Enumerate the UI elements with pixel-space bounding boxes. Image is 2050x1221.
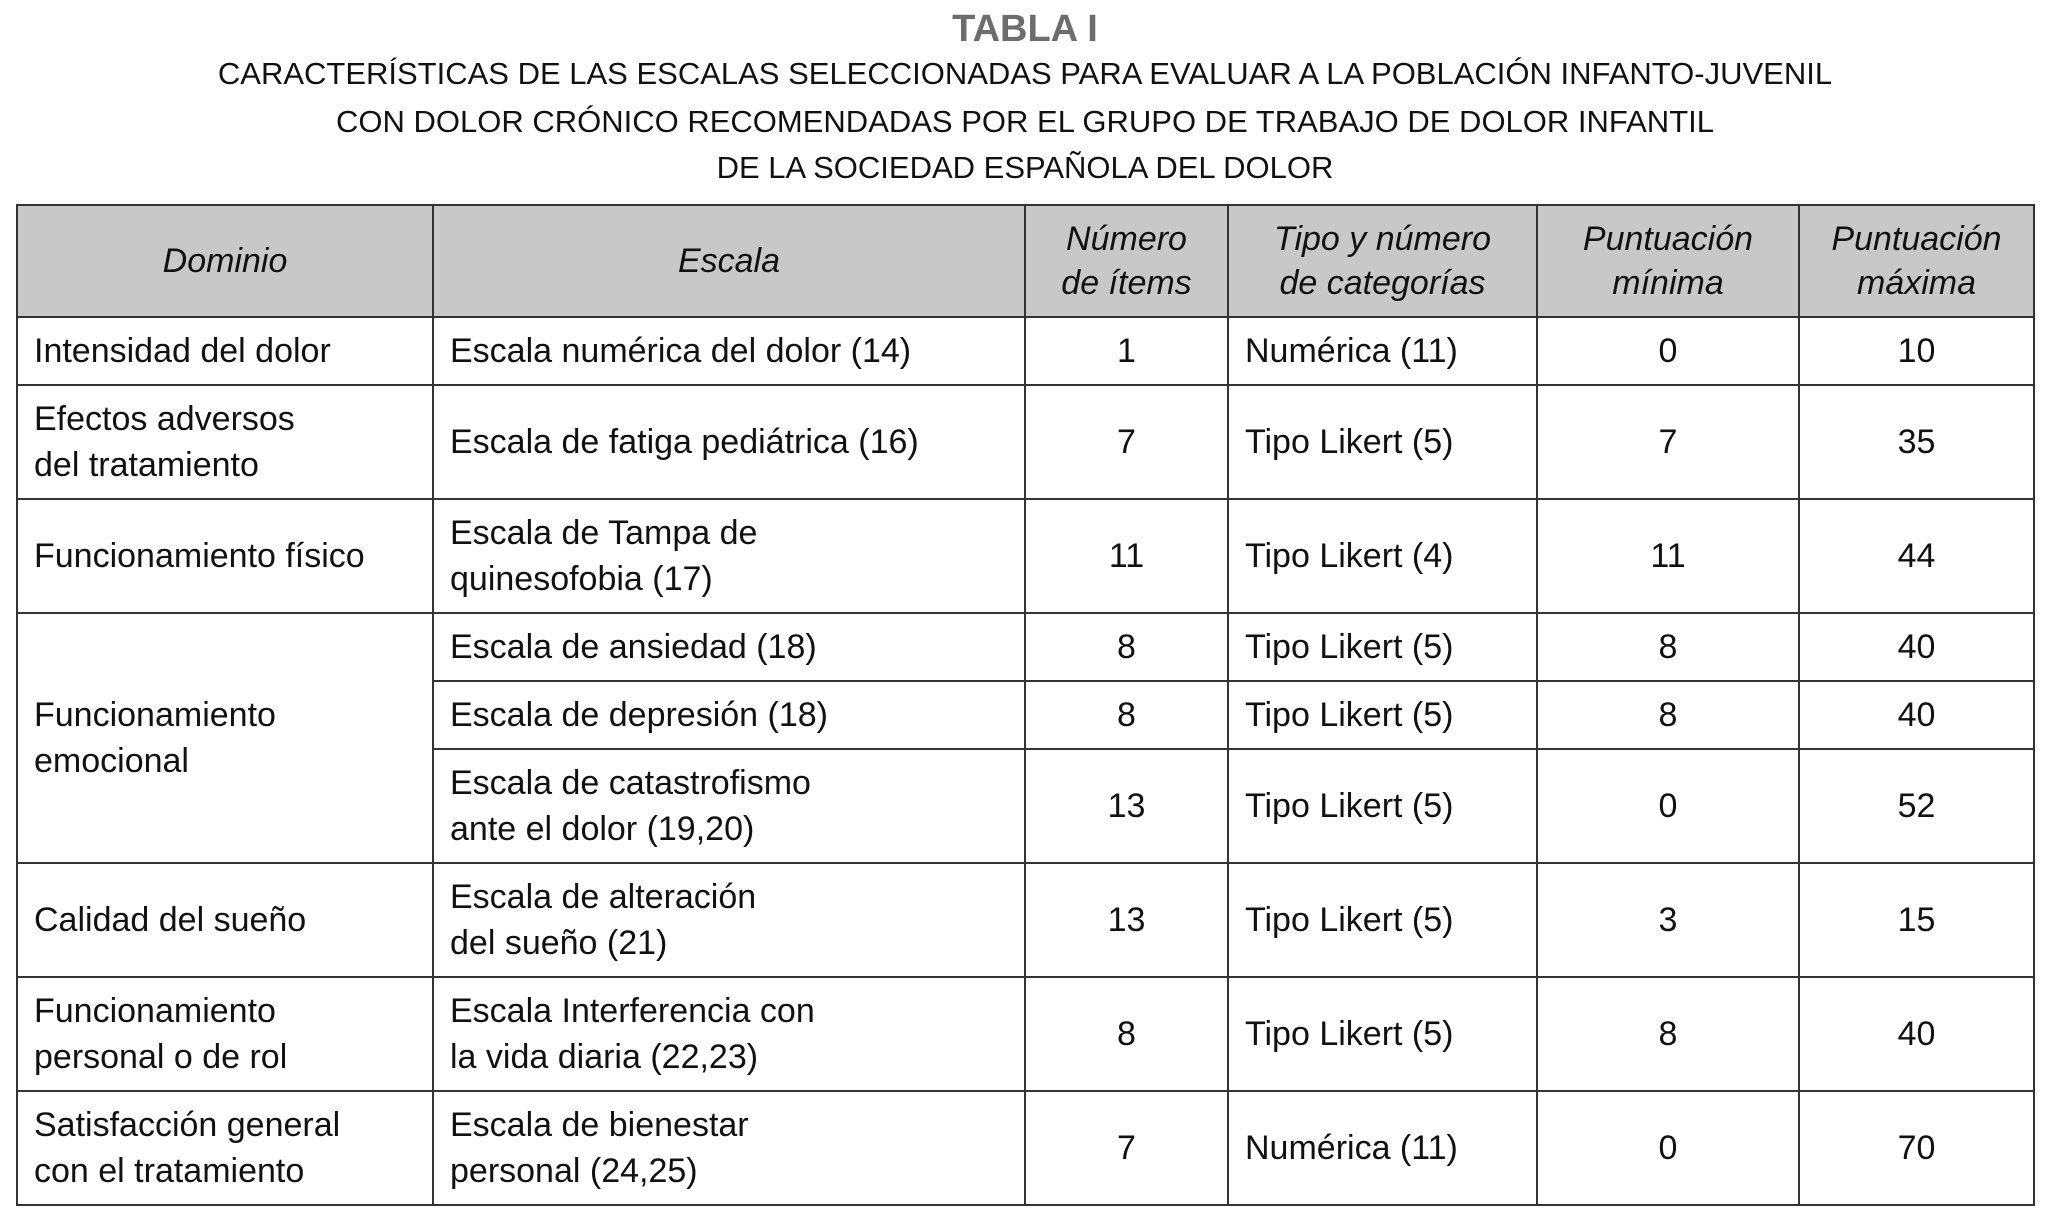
- cell-text: ante el dolor (19,20): [450, 810, 755, 848]
- cell-escala: Escala de bienestar personal (24,25): [432, 1090, 1026, 1206]
- cell-items: 8: [1024, 680, 1229, 750]
- cell-text: con el tratamiento: [34, 1152, 305, 1190]
- cell-text: Escala de Tampa de: [450, 514, 758, 552]
- cell-min: 8: [1536, 976, 1800, 1092]
- cell-text: Funcionamiento: [34, 696, 276, 734]
- cell-text: Efectos adversos: [34, 400, 295, 438]
- cell-escala: Escala de alteración del sueño (21): [432, 862, 1026, 978]
- cell-escala: Escala Interferencia con la vida diaria (…: [432, 976, 1026, 1092]
- cell-text: Satisfacción general: [34, 1106, 341, 1144]
- header-items: Número de ítems: [1024, 204, 1229, 318]
- cell-text: quinesofobia (17): [450, 560, 713, 598]
- table-row: Funcionamiento personal o de rol Escala In…: [16, 976, 2035, 1092]
- header-dominio: Dominio: [16, 204, 434, 318]
- cell-tipo: Numérica (11): [1227, 316, 1538, 386]
- header-escala: Escala: [432, 204, 1026, 318]
- cell-text: Funcionamiento físico: [34, 537, 365, 575]
- table-subtitle-line: CARACTERÍSTICAS DE LAS ESCALAS SELECCION…: [217, 56, 1833, 91]
- cell-escala: Escala de ansiedad (18): [432, 612, 1026, 682]
- cell-text: personal (24,25): [450, 1152, 698, 1190]
- cell-text: Escala de ansiedad (18): [450, 628, 817, 666]
- cell-text: Calidad del sueño: [34, 901, 307, 939]
- cell-tipo: Tipo Likert (5): [1227, 612, 1538, 682]
- cell-dominio: Calidad del sueño: [16, 862, 434, 978]
- cell-tipo: Tipo Likert (5): [1227, 862, 1538, 978]
- cell-escala: Escala de fatiga pediátrica (16): [432, 384, 1026, 500]
- header-min: Puntuación mínima: [1536, 204, 1800, 318]
- cell-tipo: Tipo Likert (5): [1227, 384, 1538, 500]
- cell-min: 8: [1536, 680, 1800, 750]
- cell-text: Funcionamiento: [34, 992, 276, 1030]
- table-row: Funcionamiento emocional Escala de ansieda…: [16, 612, 2035, 864]
- cell-items: 8: [1024, 976, 1229, 1092]
- table-row: Escala de catastrofismo ante el dolor (19…: [17, 748, 2035, 864]
- table-row: Escala de depresión (18) 8 Tipo Likert (5)…: [17, 680, 2035, 750]
- cell-text: Escala de bienestar: [450, 1106, 749, 1144]
- cell-tipo: Tipo Likert (4): [1227, 498, 1538, 614]
- table-row: Satisfacción general con el tratamiento Es…: [16, 1090, 2035, 1206]
- header-max: Puntuación máxima: [1798, 204, 2035, 318]
- cell-max: 40: [1798, 976, 2035, 1092]
- cell-max: 40: [1798, 680, 2035, 750]
- cell-text: Escala de catastrofismo: [450, 764, 811, 802]
- cell-dominio: Intensidad del dolor: [16, 316, 434, 386]
- table-title: TABLA I: [952, 8, 1098, 50]
- cell-text: Escala de fatiga pediátrica (16): [450, 423, 919, 461]
- cell-escala: Escala de depresión (18): [432, 680, 1026, 750]
- cell-items: 13: [1024, 862, 1229, 978]
- cell-text: personal o de rol: [34, 1038, 288, 1076]
- cell-max: 70: [1798, 1090, 2035, 1206]
- cell-dominio: Funcionamiento físico: [16, 498, 434, 614]
- cell-text: del tratamiento: [34, 446, 259, 484]
- cell-min: 3: [1536, 862, 1800, 978]
- cell-min: 7: [1536, 384, 1800, 500]
- table-subtitle-line: CON DOLOR CRÓNICO RECOMENDADAS POR EL GR…: [336, 104, 1714, 139]
- cell-text: emocional: [34, 742, 189, 780]
- cell-min: 11: [1536, 498, 1800, 614]
- cell-dominio: Funcionamiento personal o de rol: [16, 976, 434, 1092]
- cell-items: 13: [1024, 748, 1229, 864]
- cell-max: 35: [1798, 384, 2035, 500]
- cell-tipo: Numérica (11): [1227, 1090, 1538, 1206]
- cell-text: la vida diaria (22,23): [450, 1038, 759, 1076]
- cell-items: 8: [1024, 612, 1229, 682]
- cell-escala: Escala de Tampa de quinesofobia (17): [432, 498, 1026, 614]
- cell-tipo: Tipo Likert (5): [1227, 748, 1538, 864]
- cell-text: Escala numérica del dolor (14): [450, 332, 912, 370]
- scales-table: Dominio Escala Número de ítems Tipo y núm…: [16, 204, 2035, 1206]
- cell-text: Escala de alteración: [450, 878, 757, 916]
- cell-min: 0: [1536, 748, 1800, 864]
- header-tipo: Tipo y número de categorías: [1227, 204, 1538, 318]
- cell-escala: Escala numérica del dolor (14): [432, 316, 1026, 386]
- cell-max: 52: [1798, 748, 2035, 864]
- cell-dominio: Funcionamiento emocional: [16, 612, 434, 864]
- header-row: Dominio Escala Número de ítems Tipo y núm…: [16, 204, 2035, 318]
- table-subtitle-line: DE LA SOCIEDAD ESPAÑOLA DEL DOLOR: [716, 150, 1334, 185]
- cell-dominio: Efectos adversos del tratamiento: [16, 384, 434, 500]
- cell-max: 15: [1798, 862, 2035, 978]
- table-row: Intensidad del dolor Escala numérica del …: [16, 316, 2035, 386]
- table-row: Calidad del sueño Escala de alteración del…: [16, 862, 2035, 978]
- cell-tipo: Tipo Likert (5): [1227, 976, 1538, 1092]
- cell-tipo: Tipo Likert (5): [1227, 680, 1538, 750]
- cell-text: del sueño (21): [450, 924, 668, 962]
- cell-max: 44: [1798, 498, 2035, 614]
- cell-min: 8: [1536, 612, 1800, 682]
- cell-max: 10: [1798, 316, 2035, 386]
- cell-items: 7: [1024, 384, 1229, 500]
- cell-items: 7: [1024, 1090, 1229, 1206]
- cell-text: Escala de depresión (18): [450, 696, 829, 734]
- cell-escala: Escala de catastrofismo ante el dolor (19…: [432, 748, 1026, 864]
- cell-min: 0: [1536, 316, 1800, 386]
- cell-text: Escala Interferencia con: [450, 992, 815, 1030]
- cell-dominio: Satisfacción general con el tratamiento: [16, 1090, 434, 1206]
- cell-text: Intensidad del dolor: [34, 332, 331, 370]
- cell-items: 1: [1024, 316, 1229, 386]
- cell-items: 11: [1024, 498, 1229, 614]
- table-row: Funcionamiento físico Escala de Tampa de q…: [16, 498, 2035, 614]
- cell-min: 0: [1536, 1090, 1800, 1206]
- table-row: Efectos adversos del tratamiento Escala de…: [16, 384, 2035, 500]
- cell-max: 40: [1798, 612, 2035, 682]
